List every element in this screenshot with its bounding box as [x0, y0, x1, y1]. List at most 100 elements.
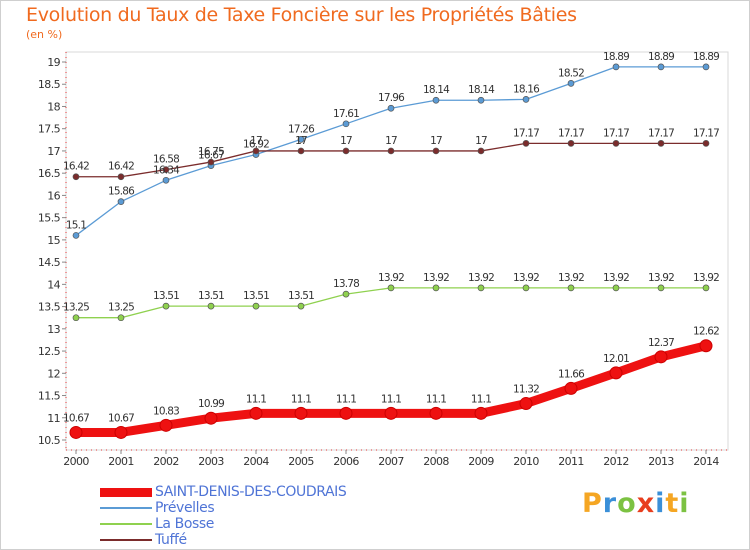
- data-point: [477, 284, 485, 292]
- y-tick-label: 14.5: [38, 256, 61, 269]
- data-label: 16.75: [198, 146, 224, 158]
- data-point: [567, 79, 575, 87]
- y-tick-label: 11: [47, 412, 60, 425]
- y-tick-label: 12.5: [38, 345, 61, 358]
- x-tick-label: 2006: [333, 455, 359, 468]
- y-tick-label: 16: [47, 189, 60, 202]
- data-point: [519, 397, 533, 411]
- data-label: 17.61: [333, 108, 359, 120]
- data-label: 11.1: [246, 393, 266, 405]
- data-label: 17.17: [693, 127, 719, 139]
- legend-label: SAINT-DENIS-DES-COUDRAIS: [155, 484, 347, 500]
- data-point: [72, 314, 80, 322]
- data-point: [474, 406, 488, 420]
- data-point: [162, 166, 170, 173]
- y-tick-label: 15: [47, 234, 60, 247]
- data-label: 13.92: [378, 272, 404, 284]
- legend-swatch: [100, 523, 152, 525]
- y-tick-label: 17.5: [38, 123, 61, 136]
- data-point: [72, 173, 80, 181]
- data-point: [702, 284, 710, 292]
- x-tick-label: 2014: [693, 455, 719, 468]
- data-label: 16.67: [198, 150, 224, 162]
- y-tick-label: 14: [47, 278, 60, 291]
- data-point: [387, 284, 395, 292]
- data-label: 17.96: [378, 92, 405, 104]
- data-point: [117, 173, 125, 181]
- chart-title: Evolution du Taux de Taxe Foncière sur l…: [26, 4, 577, 26]
- data-label: 13.51: [288, 290, 314, 302]
- y-tick-label: 11.5: [38, 390, 61, 403]
- data-point: [609, 366, 623, 380]
- data-label: 18.52: [558, 67, 584, 79]
- data-point: [432, 147, 440, 155]
- data-point: [477, 147, 485, 155]
- y-tick-label: 16.5: [38, 167, 61, 180]
- chart-unit: (en %): [26, 28, 63, 41]
- y-tick-label: 15.5: [38, 212, 61, 225]
- data-point: [702, 140, 710, 147]
- data-point: [387, 147, 395, 155]
- y-tick-label: 18.5: [38, 78, 61, 91]
- data-label: 13.51: [243, 290, 269, 302]
- data-point: [654, 350, 668, 364]
- data-point: [387, 104, 395, 112]
- y-tick-label: 17: [47, 145, 60, 158]
- data-label: 16.34: [153, 164, 180, 176]
- legend-swatch: [100, 507, 152, 509]
- data-point: [114, 425, 128, 439]
- data-label: 13.25: [108, 302, 134, 314]
- data-point: [432, 284, 440, 292]
- legend-label: Tuffé: [155, 532, 187, 548]
- data-point: [612, 140, 620, 147]
- data-label: 13.51: [198, 290, 224, 302]
- series-layer: [69, 63, 713, 439]
- data-label: 18.14: [423, 84, 450, 96]
- data-label: 13.92: [558, 272, 584, 284]
- data-label: 11.1: [381, 393, 401, 405]
- data-label: 13.25: [63, 302, 89, 314]
- data-point: [207, 158, 215, 166]
- data-label: 17: [430, 135, 442, 147]
- data-label: 15.86: [108, 186, 135, 198]
- data-label: 16.42: [108, 161, 134, 173]
- x-tick-label: 2012: [603, 455, 629, 468]
- data-point: [522, 140, 530, 147]
- data-point: [162, 176, 170, 184]
- y-tick-label: 13.5: [38, 301, 61, 314]
- data-point: [204, 411, 218, 425]
- x-tick-label: 2009: [468, 455, 494, 468]
- data-label: 12.62: [693, 326, 719, 338]
- data-label: 13.92: [603, 272, 629, 284]
- data-label: 10.83: [153, 405, 179, 417]
- series-main: [69, 339, 713, 439]
- data-point: [339, 406, 353, 420]
- data-label: 12.37: [648, 337, 674, 349]
- data-point: [297, 302, 305, 310]
- data-point: [297, 147, 305, 155]
- data-point: [159, 418, 173, 432]
- y-tick-label: 13: [47, 323, 60, 336]
- y-tick-label: 12: [47, 367, 60, 380]
- data-label: 17.26: [288, 123, 315, 135]
- data-point: [567, 284, 575, 292]
- x-tick-label: 2002: [153, 455, 179, 468]
- legend-label: Prévelles: [155, 500, 215, 516]
- data-label: 17: [475, 135, 487, 147]
- data-point: [429, 406, 443, 420]
- data-label: 17.17: [558, 127, 584, 139]
- series-2: [72, 284, 710, 322]
- x-tick-label: 2004: [243, 455, 269, 468]
- data-labels: 15.1 15.86 16.34 16.67 16.92 17.26 17.61 17.96 1…: [63, 51, 720, 425]
- x-tick-label: 2001: [108, 455, 134, 468]
- series-1: [72, 63, 710, 239]
- data-label: 18.14: [468, 84, 495, 96]
- data-point: [162, 302, 170, 310]
- data-point: [567, 140, 575, 147]
- data-point: [657, 63, 665, 71]
- data-label: 10.67: [108, 412, 134, 424]
- x-tick-label: 2007: [378, 455, 404, 468]
- data-label: 16.42: [63, 161, 89, 173]
- data-label: 13.92: [423, 272, 449, 284]
- legend-swatch: [100, 487, 152, 497]
